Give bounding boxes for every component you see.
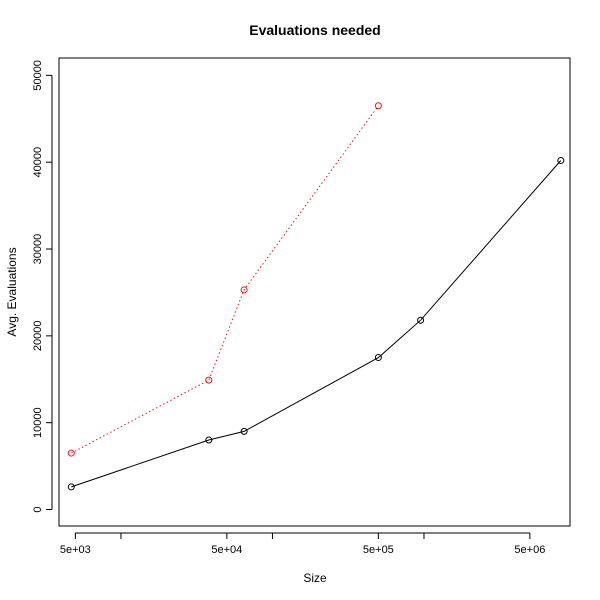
y-tick-label: 0	[32, 506, 44, 512]
x-tick-label: 5e+06	[514, 544, 545, 556]
y-tick-label: 10000	[32, 407, 44, 438]
x-tick-label: 5e+03	[60, 544, 91, 556]
plot-frame	[58, 57, 571, 527]
data-point	[67, 483, 75, 491]
chart-title: Evaluations needed	[249, 22, 380, 38]
y-tick-label: 30000	[32, 234, 44, 265]
data-point	[205, 436, 213, 444]
data-point	[240, 286, 248, 294]
y-tick-label: 20000	[32, 321, 44, 352]
data-point	[240, 427, 248, 435]
data-point	[374, 102, 382, 110]
data-point	[417, 316, 425, 324]
series-line-1	[71, 160, 562, 488]
series-line-2	[71, 105, 379, 454]
axes: 5e+03 5e+04 5e+05 5e+06 0 10000 20000 30000 4000…	[32, 60, 545, 556]
data-point	[205, 376, 213, 384]
data-point	[67, 449, 75, 457]
series-layer	[67, 102, 565, 491]
x-tick-label: 5e+05	[363, 544, 394, 556]
x-axis-label: Size	[303, 571, 327, 585]
y-tick-label: 50000	[32, 60, 44, 91]
y-axis-label: Avg. Evaluations	[5, 247, 19, 336]
x-tick-label: 5e+04	[211, 544, 242, 556]
plot-area	[58, 57, 571, 527]
y-tick-label: 40000	[32, 147, 44, 178]
data-point	[557, 156, 565, 164]
data-point	[374, 354, 382, 362]
